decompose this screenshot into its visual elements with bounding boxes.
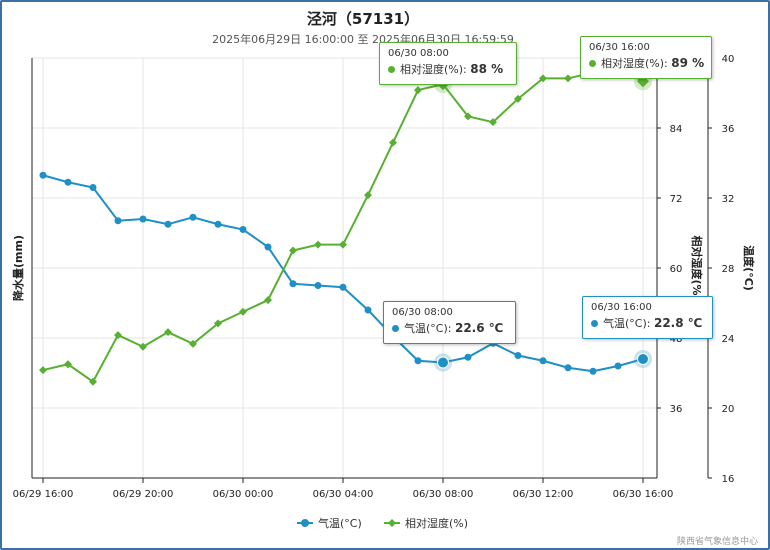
tooltip-time: 06/30 08:00 — [388, 48, 449, 59]
temperature-point[interactable] — [289, 280, 297, 288]
x-tick-label: 06/30 00:00 — [213, 489, 274, 500]
humidity-point[interactable] — [389, 138, 397, 147]
x-tick-label: 06/29 16:00 — [13, 489, 74, 500]
humidity-point[interactable] — [489, 118, 497, 127]
temperature-point[interactable] — [564, 364, 572, 372]
x-tick-label: 06/30 16:00 — [613, 489, 674, 500]
temp-axis-label: 温度(°C) — [742, 245, 756, 291]
humidity-point[interactable] — [464, 112, 472, 121]
temperature-point[interactable] — [614, 362, 622, 370]
tooltip-value: 89 % — [671, 56, 705, 70]
humidity-point[interactable] — [514, 94, 522, 103]
humidity-point[interactable] — [289, 246, 297, 255]
series-dot-icon — [589, 59, 596, 67]
temperature-point[interactable] — [314, 282, 322, 289]
series-dot-icon — [591, 319, 598, 327]
temperature-tick-label: 28 — [722, 264, 735, 275]
humidity-point[interactable] — [214, 319, 222, 328]
credit-text[interactable]: 陕西省气象信息中心 — [677, 535, 758, 547]
humidity-point[interactable] — [564, 74, 572, 83]
x-tick-label: 06/30 04:00 — [313, 489, 374, 500]
humidity-point[interactable] — [264, 296, 272, 305]
legend: 气温(°C) 相对湿度(%) — [297, 516, 468, 530]
legend-item-temperature[interactable]: 气温(°C) — [297, 516, 362, 530]
temperature-tick-label: 24 — [722, 334, 735, 345]
tooltip-series: 相对湿度(%) — [400, 63, 464, 76]
humidity-point[interactable] — [139, 342, 147, 351]
tooltip-temp-1600: 06/30 16:00 气温(°C): 22.8 ℃ — [582, 296, 713, 339]
temperature-point[interactable] — [637, 353, 649, 365]
precip-axis-label: 降水量(mm) — [11, 235, 25, 301]
tooltip-series: 相对湿度(%) — [601, 57, 665, 70]
temperature-point[interactable] — [39, 171, 47, 179]
tooltip-temp-0800: 06/30 08:00 气温(°C): 22.6 ℃ — [383, 301, 516, 344]
x-tick-label: 06/29 20:00 — [113, 489, 174, 500]
tooltip-value: 88 % — [470, 62, 504, 76]
tooltip-value: 22.8 ℃ — [653, 316, 703, 330]
humidity-point[interactable] — [314, 240, 322, 249]
temperature-point[interactable] — [139, 215, 147, 223]
humidity-point[interactable] — [164, 328, 172, 337]
temperature-point[interactable] — [239, 226, 247, 233]
humidity-point[interactable] — [539, 74, 547, 83]
tooltip-time: 06/30 16:00 — [591, 302, 652, 313]
temperature-tick-label: 36 — [722, 124, 735, 135]
temperature-point[interactable] — [189, 213, 197, 221]
temperature-point[interactable] — [64, 178, 72, 186]
tooltip-value: 22.6 ℃ — [454, 321, 504, 335]
tooltip-series: 气温(°C) — [603, 317, 647, 330]
temperature-point[interactable] — [414, 357, 422, 365]
tooltip-series: 气温(°C) — [404, 322, 448, 335]
temperature-point[interactable] — [164, 220, 172, 228]
temperature-tick-label: 40 — [722, 54, 735, 65]
temperature-point[interactable] — [514, 352, 522, 359]
humidity-tick-label: 48 — [670, 334, 683, 345]
humidity-point[interactable] — [39, 366, 47, 375]
series-dot-icon — [388, 65, 395, 73]
tooltip-humidity-1600: 06/30 16:00 相对湿度(%): 89 % — [580, 36, 712, 79]
temperature-point[interactable] — [214, 220, 222, 228]
temperature-point[interactable] — [89, 184, 97, 191]
humidity-tick-label: 84 — [670, 124, 683, 135]
temperature-point[interactable] — [339, 283, 347, 291]
temperature-point[interactable] — [264, 243, 272, 251]
humidity-point[interactable] — [189, 339, 197, 348]
humidity-point[interactable] — [414, 86, 422, 95]
tooltip-time: 06/30 08:00 — [392, 307, 453, 318]
humidity-axis-label: 相对湿度(%) — [690, 235, 704, 300]
humidity-point[interactable] — [89, 377, 97, 386]
humidity-tick-label: 72 — [670, 194, 683, 205]
legend-label-humidity: 相对湿度(%) — [405, 516, 468, 530]
temperature-point[interactable] — [437, 356, 449, 369]
humidity-point[interactable] — [64, 360, 72, 369]
humidity-point[interactable] — [364, 191, 372, 200]
legend-label-temperature: 气温(°C) — [318, 516, 362, 530]
humidity-point[interactable] — [114, 331, 122, 340]
temperature-tick-label: 16 — [722, 474, 735, 485]
temperature-tick-label: 20 — [722, 404, 735, 415]
temperature-point[interactable] — [114, 217, 122, 225]
temperature-point[interactable] — [364, 306, 372, 314]
tooltip-time: 06/30 16:00 — [589, 42, 650, 53]
tooltip-humidity-0800: 06/30 08:00 相对湿度(%): 88 % — [379, 42, 517, 85]
x-tick-label: 06/30 12:00 — [513, 489, 574, 500]
temperature-point[interactable] — [589, 367, 597, 375]
humidity-point[interactable] — [239, 307, 247, 316]
x-tick-label: 06/30 08:00 — [413, 489, 474, 500]
series-dot-icon — [392, 324, 399, 332]
temperature-tick-label: 32 — [722, 194, 735, 205]
humidity-tick-label: 60 — [670, 264, 683, 275]
chart-title: 泾河（57131） — [307, 10, 419, 28]
legend-item-humidity[interactable]: 相对湿度(%) — [384, 516, 468, 530]
temperature-point[interactable] — [539, 357, 547, 365]
temperature-point[interactable] — [464, 353, 472, 361]
humidity-point[interactable] — [339, 240, 347, 249]
humidity-tick-label: 36 — [670, 404, 683, 415]
